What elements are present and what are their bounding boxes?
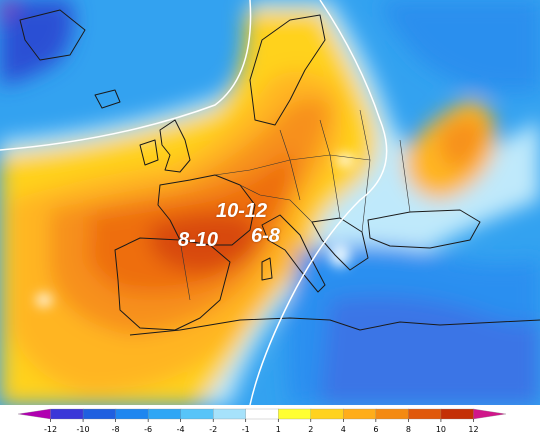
legend-tick-label: -8 xyxy=(112,425,120,434)
legend-swatch xyxy=(473,408,507,420)
legend-swatch xyxy=(245,408,279,420)
annotation-north: 10-12 xyxy=(216,200,268,222)
legend-tick-label: 6 xyxy=(373,425,378,434)
legend-tick-label: 12 xyxy=(468,425,478,434)
anomaly-field xyxy=(0,0,540,405)
borders xyxy=(179,109,411,301)
legend-tick-label: 1 xyxy=(276,425,281,434)
legend-tick-label: 2 xyxy=(308,425,313,434)
zero-contour-east xyxy=(249,0,388,405)
legend-tick-label: -10 xyxy=(77,425,90,434)
legend-ticks: -12 -10 -8 -6 -4 -2 -1 1 2 4 6 8 10 12 xyxy=(44,419,479,434)
legend-swatch xyxy=(310,408,344,420)
legend-swatch xyxy=(213,408,247,420)
legend-tick-label: 8 xyxy=(406,425,411,434)
legend-swatch xyxy=(82,408,117,420)
legend-tick-label: -2 xyxy=(209,425,217,434)
legend-tick-label: -12 xyxy=(44,425,57,434)
zero-contour-north xyxy=(0,0,252,151)
legend-swatch xyxy=(375,408,410,420)
legend-swatch xyxy=(440,408,475,420)
legend-tick-label: -4 xyxy=(177,425,185,434)
legend-swatch xyxy=(50,408,84,420)
coastlines xyxy=(19,9,540,336)
legend-tick-label: 10 xyxy=(436,425,446,434)
legend-swatches xyxy=(17,408,507,420)
annotation-west: 8-10 xyxy=(178,229,219,251)
legend-swatch xyxy=(408,408,442,420)
legend-swatch xyxy=(343,408,377,420)
legend-swatch xyxy=(278,408,312,420)
legend-tick-label: 4 xyxy=(341,425,346,434)
legend-swatch xyxy=(147,408,182,420)
legend-swatch xyxy=(17,408,51,420)
pale-spots xyxy=(36,154,354,306)
temperature-anomaly-map xyxy=(0,0,540,405)
legend-swatch xyxy=(115,408,149,420)
legend-swatch xyxy=(180,408,214,420)
legend-tick-label: -1 xyxy=(242,425,250,434)
annotation-east: 6-8 xyxy=(251,225,280,247)
color-legend: -12 -10 -8 -6 -4 -2 -1 1 2 4 6 8 10 12 xyxy=(17,408,507,434)
legend-tick-label: -6 xyxy=(144,425,152,434)
